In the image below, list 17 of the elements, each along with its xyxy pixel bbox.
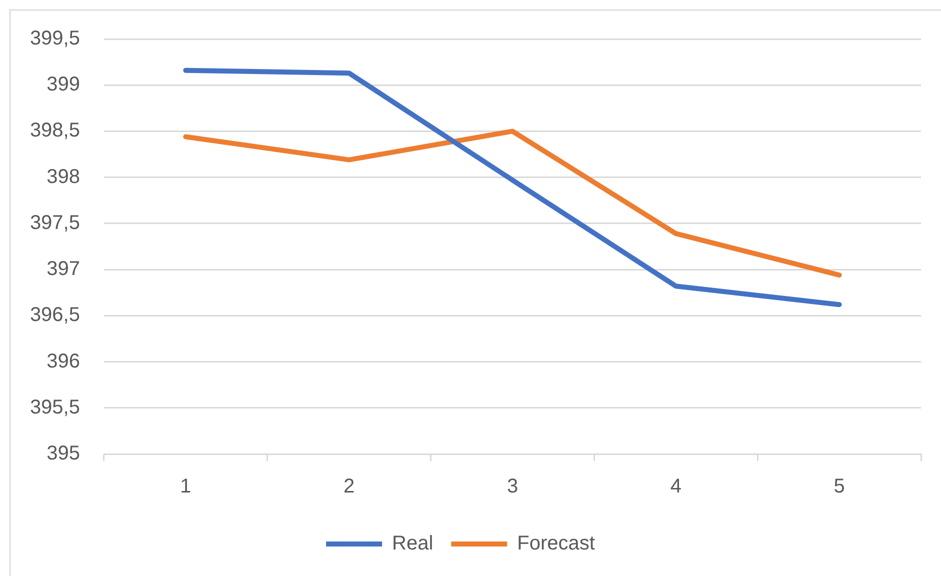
x-tick-label: 2 xyxy=(344,476,355,498)
y-tick-label: 398,5 xyxy=(30,120,80,142)
x-tick-label: 4 xyxy=(670,476,682,498)
y-tick-label: 396,5 xyxy=(30,304,80,326)
y-tick-label: 395,5 xyxy=(30,396,80,418)
legend-label: Forecast xyxy=(517,532,596,555)
y-tick-label: 395 xyxy=(46,442,80,465)
y-tick-label: 397 xyxy=(46,258,80,280)
x-tick-label: 5 xyxy=(834,476,845,498)
y-tick-label: 399 xyxy=(46,74,80,96)
y-tick-label: 397,5 xyxy=(30,212,80,234)
legend-label: Real xyxy=(392,532,434,555)
y-tick-label: 399,5 xyxy=(30,28,80,50)
y-tick-label: 396 xyxy=(46,350,80,372)
x-tick-label: 3 xyxy=(506,476,518,498)
x-tick-label: 1 xyxy=(180,476,192,498)
y-tick-label: 398 xyxy=(46,166,80,188)
